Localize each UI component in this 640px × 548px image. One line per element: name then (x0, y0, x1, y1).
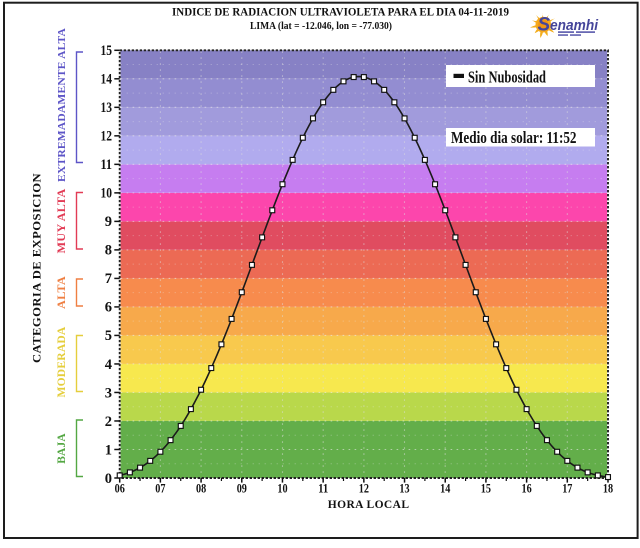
svg-text:06: 06 (115, 481, 126, 496)
svg-text:LIMA (lat = -12.046, lon = -77: LIMA (lat = -12.046, lon = -77.030) (250, 20, 392, 32)
svg-text:CATEGORIA DE EXPOSICION: CATEGORIA DE EXPOSICION (32, 173, 44, 363)
svg-text:12: 12 (359, 481, 369, 496)
svg-text:14: 14 (101, 72, 113, 88)
svg-text:8: 8 (105, 243, 112, 259)
svg-text:1: 1 (105, 442, 112, 458)
svg-text:11: 11 (101, 157, 113, 173)
svg-text:08: 08 (196, 481, 207, 496)
svg-text:INDICE DE RADIACION ULTRAVIOLE: INDICE DE RADIACION ULTRAVIOLETA PARA EL… (172, 4, 509, 18)
svg-text:ALTA: ALTA (56, 275, 68, 309)
svg-text:S: S (538, 15, 551, 36)
svg-text:enamhi: enamhi (550, 17, 599, 34)
svg-text:13: 13 (399, 481, 410, 496)
svg-text:7: 7 (105, 271, 112, 287)
svg-text:11: 11 (318, 481, 328, 496)
svg-text:BAJA: BAJA (56, 433, 68, 464)
svg-text:16: 16 (522, 481, 533, 496)
svg-text:14: 14 (440, 481, 451, 496)
svg-text:EXTREMADAMENTE ALTA: EXTREMADAMENTE ALTA (56, 28, 68, 182)
svg-text:18: 18 (603, 481, 614, 496)
svg-text:10: 10 (101, 186, 113, 202)
svg-text:12: 12 (101, 129, 113, 145)
svg-text:9: 9 (105, 214, 112, 230)
svg-text:2: 2 (105, 414, 112, 430)
svg-text:Sin Nubosidad: Sin Nubosidad (468, 67, 546, 86)
svg-text:6: 6 (105, 300, 112, 316)
svg-text:Medio dia solar: 11:52: Medio dia solar: 11:52 (451, 128, 577, 147)
svg-text:4: 4 (105, 357, 112, 373)
svg-text:0: 0 (105, 471, 112, 487)
svg-text:17: 17 (562, 481, 573, 496)
svg-text:HORA LOCAL: HORA LOCAL (328, 499, 410, 511)
svg-text:5: 5 (105, 328, 112, 344)
svg-text:15: 15 (101, 43, 113, 59)
svg-text:07: 07 (155, 481, 166, 496)
svg-text:13: 13 (101, 100, 113, 116)
svg-text:MODERADA: MODERADA (56, 326, 68, 397)
svg-text:09: 09 (237, 481, 248, 496)
svg-text:MUY ALTA: MUY ALTA (56, 188, 68, 254)
svg-text:10: 10 (277, 481, 287, 496)
svg-text:3: 3 (105, 385, 112, 401)
svg-text:15: 15 (481, 481, 492, 496)
